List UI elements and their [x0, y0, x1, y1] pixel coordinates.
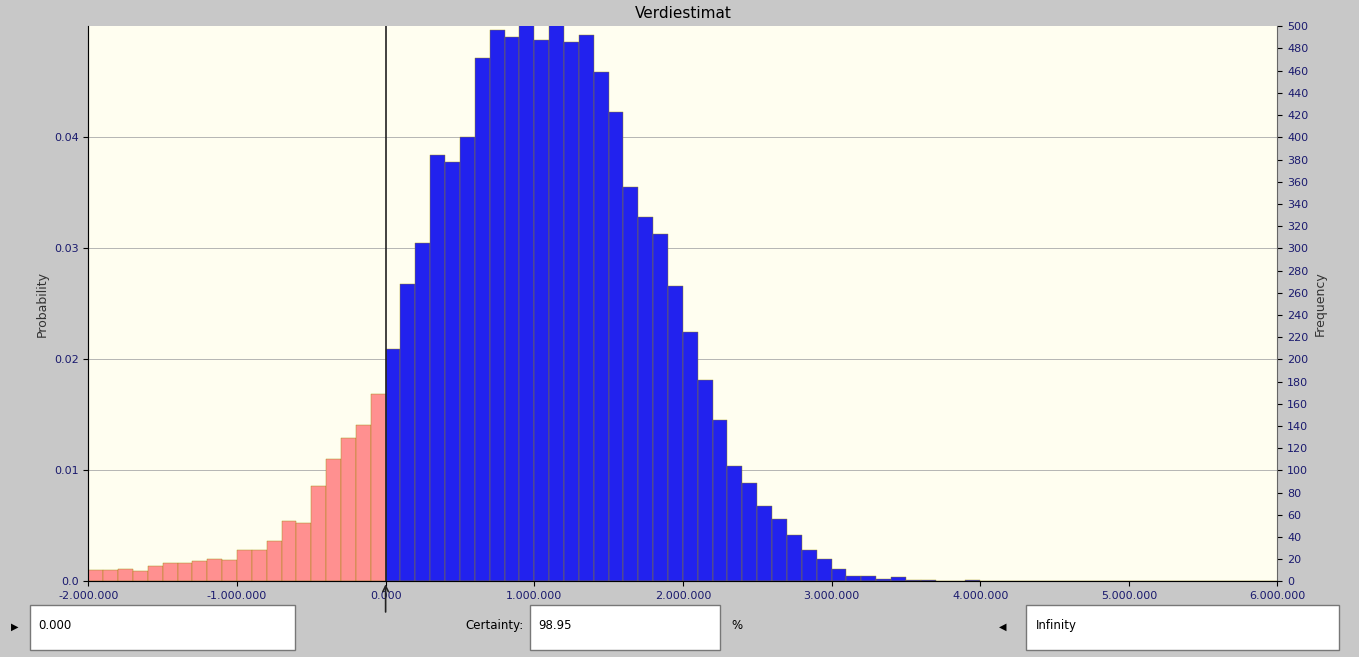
Bar [832, 569, 847, 581]
Bar [178, 562, 193, 581]
Bar [787, 535, 802, 581]
FancyBboxPatch shape [30, 604, 295, 650]
Bar [103, 570, 118, 581]
Text: ▶: ▶ [11, 622, 19, 632]
Bar [727, 466, 742, 581]
Text: 0.000: 0.000 [38, 620, 71, 632]
Bar [431, 155, 446, 581]
Bar [757, 506, 772, 581]
Bar [742, 483, 757, 581]
Bar [88, 570, 103, 581]
Bar [654, 234, 669, 581]
Bar [862, 576, 877, 581]
Bar [579, 35, 594, 581]
Bar [877, 579, 892, 581]
Bar [489, 30, 504, 581]
Bar [549, 4, 564, 581]
Bar [311, 486, 326, 581]
Bar [416, 243, 431, 581]
FancyBboxPatch shape [530, 604, 720, 650]
Text: 98.95: 98.95 [538, 620, 572, 632]
Text: Infinity: Infinity [1036, 620, 1076, 632]
Bar [296, 522, 311, 581]
Bar [697, 380, 712, 581]
Y-axis label: Probability: Probability [35, 271, 49, 337]
Bar [446, 162, 459, 581]
Bar [965, 580, 980, 581]
Y-axis label: Frequency: Frequency [1314, 271, 1326, 336]
Bar [341, 438, 356, 581]
Bar [892, 577, 906, 581]
Bar [371, 394, 386, 581]
Bar [624, 187, 639, 581]
Bar [684, 332, 697, 581]
Bar [236, 551, 251, 581]
Bar [921, 580, 935, 581]
Bar [474, 58, 489, 581]
Bar [163, 562, 178, 581]
Bar [148, 566, 163, 581]
Bar [639, 217, 654, 581]
Bar [772, 519, 787, 581]
Bar [609, 112, 624, 581]
Text: %: % [731, 620, 742, 632]
Bar [326, 459, 341, 581]
Bar [133, 572, 148, 581]
Bar [281, 522, 296, 581]
Bar [594, 72, 609, 581]
Bar [504, 37, 519, 581]
Bar [669, 286, 684, 581]
Bar [208, 559, 222, 581]
Bar [266, 541, 281, 581]
FancyBboxPatch shape [1026, 604, 1339, 650]
Text: ◀: ◀ [999, 622, 1007, 632]
Title: Verdiestimat: Verdiestimat [635, 6, 731, 21]
Bar [459, 137, 474, 581]
Bar [534, 39, 549, 581]
Bar [356, 425, 371, 581]
Bar [564, 42, 579, 581]
Text: Certainty:: Certainty: [465, 620, 523, 632]
Bar [401, 284, 416, 581]
Bar [847, 576, 862, 581]
Bar [386, 350, 401, 581]
Bar [222, 560, 236, 581]
Bar [251, 551, 266, 581]
Bar [193, 562, 208, 581]
Bar [817, 559, 832, 581]
Bar [118, 569, 133, 581]
Bar [906, 580, 921, 581]
Bar [712, 420, 727, 581]
Bar [519, 25, 534, 581]
Bar [802, 551, 817, 581]
